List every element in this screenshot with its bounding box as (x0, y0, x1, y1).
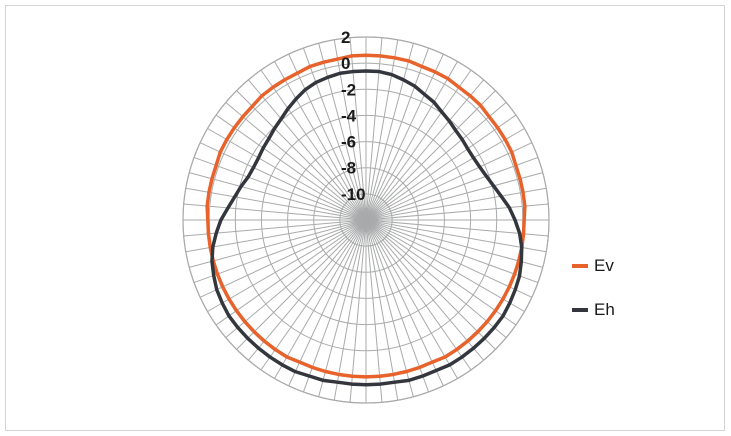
grid-spoke (365, 172, 543, 221)
r-tick-label: -10 (341, 185, 366, 204)
grid-spoke (365, 53, 444, 221)
grid-spoke (288, 219, 367, 387)
grid-spoke (199, 219, 367, 298)
grid-spoke (365, 219, 485, 361)
legend-label: Ev (594, 256, 614, 275)
grid-spoke (215, 219, 367, 326)
grid-spoke (365, 37, 383, 221)
grid-spoke (318, 219, 367, 397)
grid-spoke (365, 219, 383, 403)
grid-spoke (207, 128, 367, 221)
legend-item-ev: Ev (572, 255, 615, 277)
grid-spoke (225, 219, 367, 339)
grid-spoke (365, 219, 517, 326)
legend-label: Eh (594, 300, 615, 319)
grid-spoke (260, 69, 367, 221)
grid-spoke (365, 219, 547, 253)
grid-spoke (365, 69, 472, 221)
grid-spoke (183, 203, 367, 221)
grid-spoke (365, 47, 430, 221)
r-tick-label: 2 (341, 28, 350, 47)
r-tick-label: -4 (341, 106, 357, 125)
grid-spoke (365, 43, 414, 221)
grid-spoke (365, 61, 458, 221)
grid-spoke (183, 219, 367, 237)
series-line-eh (210, 69, 524, 387)
r-tick-label: 0 (341, 54, 350, 73)
legend-swatch (572, 308, 588, 312)
grid-spoke (236, 90, 367, 221)
grid-spoke (365, 219, 539, 284)
legend-item-eh: Eh (572, 299, 615, 321)
grid-spoke (185, 219, 367, 253)
grid-spoke (365, 187, 547, 221)
grid-spoke (365, 219, 507, 339)
legend: Ev Eh (572, 255, 615, 343)
grid-spoke (365, 101, 507, 221)
grid-spoke (365, 219, 533, 298)
series-line-ev (205, 53, 527, 379)
grid-spoke (199, 142, 367, 221)
radial-tick-labels: 2 0 -2 -4 -6 -8 -10 (341, 28, 366, 204)
grid-spoke (193, 219, 367, 284)
grid-spoke (365, 219, 525, 312)
grid-spoke (288, 53, 367, 221)
grid-spoke (365, 90, 496, 221)
grid-spoke (274, 61, 367, 221)
polar-grid (182, 36, 550, 404)
grid-spoke (318, 43, 367, 221)
grid-spoke (302, 219, 367, 393)
grid-spoke (365, 219, 543, 268)
grid-spoke (333, 39, 367, 221)
grid-spoke (236, 219, 367, 350)
series-layer (205, 53, 527, 387)
grid-spoke (365, 79, 485, 221)
grid-spoke (260, 219, 367, 371)
grid-spoke (207, 219, 367, 312)
grid-spoke (247, 79, 367, 221)
grid-spoke (365, 114, 517, 221)
r-tick-label: -8 (341, 159, 356, 178)
grid-spoke (349, 219, 367, 403)
grid-spoke (365, 219, 430, 393)
grid-spoke (365, 156, 539, 221)
grid-spoke (365, 128, 525, 221)
grid-spoke (365, 219, 444, 387)
grid-spoke (365, 219, 458, 379)
grid-spoke (189, 219, 367, 268)
grid-spoke (365, 219, 496, 350)
grid-spoke (365, 219, 472, 371)
r-tick-label: -6 (341, 133, 356, 152)
grid-spoke (274, 219, 367, 379)
grid-spoke (333, 219, 367, 401)
grid-spoke (193, 156, 367, 221)
grid-spoke (365, 219, 399, 401)
grid-spoke (365, 39, 399, 221)
r-tick-label: -2 (341, 80, 356, 99)
grid-spoke (365, 219, 414, 397)
grid-spoke (302, 47, 367, 221)
grid-spoke (215, 114, 367, 221)
legend-swatch (572, 264, 588, 268)
grid-spoke (247, 219, 367, 361)
grid-spoke (365, 203, 549, 221)
grid-spoke (349, 37, 367, 221)
grid-spoke (365, 142, 533, 221)
grid-spoke (185, 187, 367, 221)
grid-spoke (225, 101, 367, 221)
grid-spoke (189, 172, 367, 221)
